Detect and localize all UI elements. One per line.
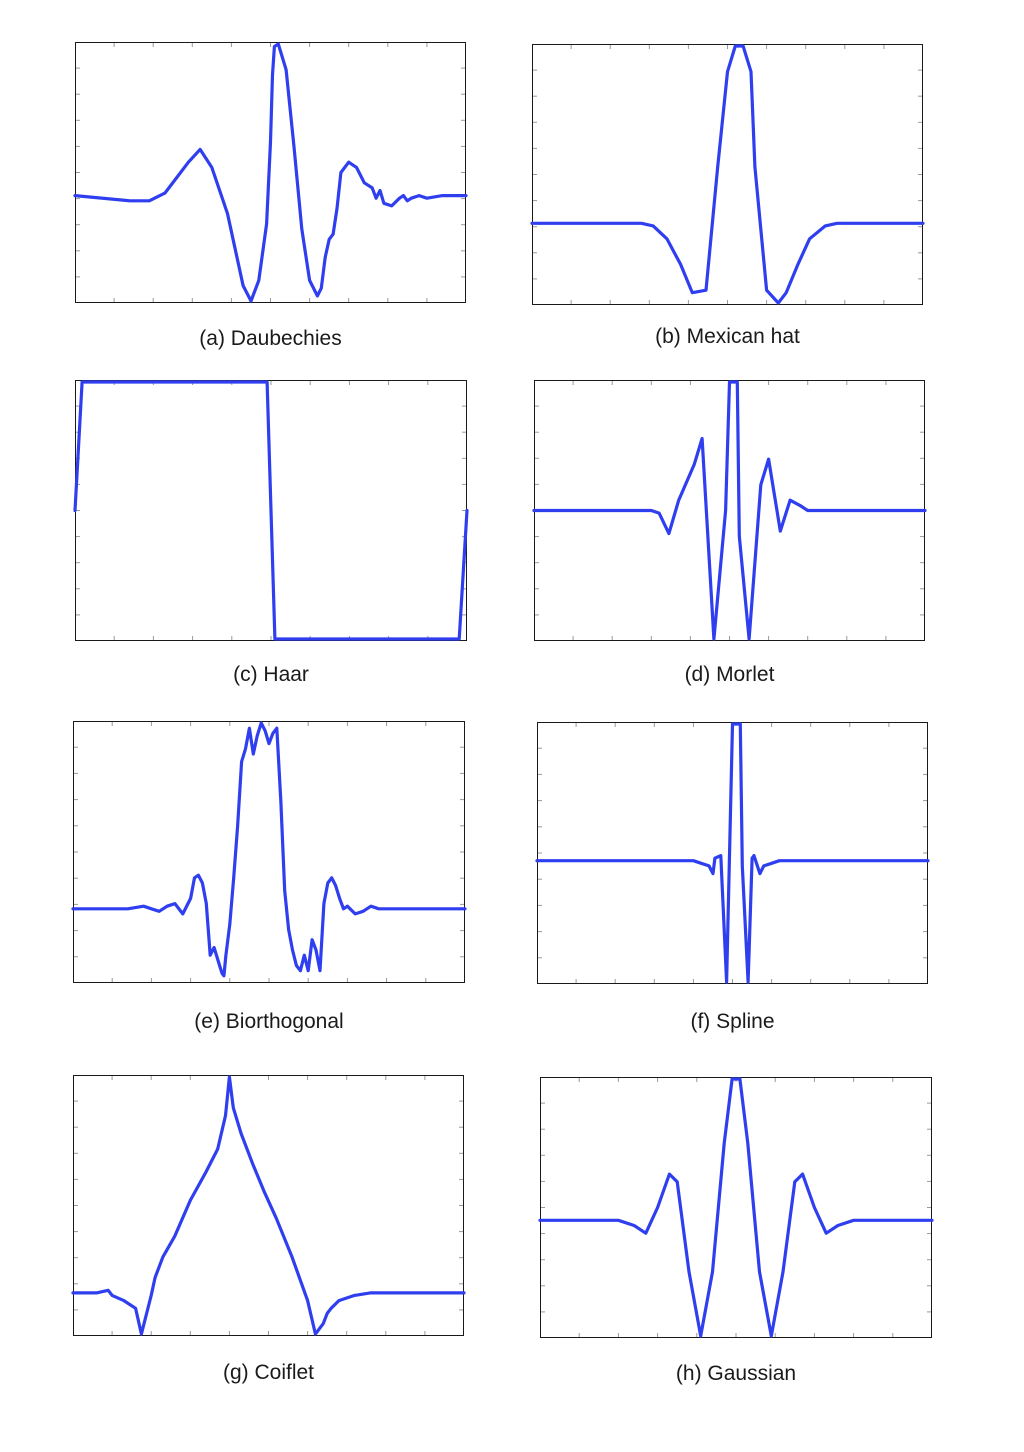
panel-morlet — [532, 380, 927, 641]
caption-gaussian: (h) Gaussian — [675, 1362, 797, 1385]
panel-spline — [535, 722, 930, 984]
series-line-haar — [73, 380, 469, 641]
plot-frame — [540, 1077, 932, 1338]
series-line-gaussian — [538, 1077, 934, 1338]
plot-mexican-hat — [530, 44, 925, 305]
panel-daubechies — [73, 42, 468, 303]
plot-coiflet — [71, 1075, 466, 1336]
caption-mexican-hat: (b) Mexican hat — [655, 325, 800, 348]
series-line-daubechies — [73, 42, 468, 303]
plot-gaussian — [538, 1077, 934, 1338]
series-line-morlet — [532, 380, 927, 641]
plot-daubechies — [73, 42, 468, 303]
plot-frame — [75, 42, 466, 303]
plot-frame — [73, 1075, 464, 1336]
plot-frame — [73, 721, 465, 983]
series-line-spline — [535, 722, 930, 984]
caption-daubechies: (a) Daubechies — [199, 327, 342, 350]
plot-morlet — [532, 380, 927, 641]
caption-haar: (c) Haar — [233, 663, 309, 686]
panel-biorthogonal — [71, 721, 467, 983]
series-line-biorthogonal — [71, 721, 467, 978]
series-line-mexican-hat — [530, 44, 925, 305]
caption-spline: (f) Spline — [690, 1010, 775, 1033]
plot-biorthogonal — [71, 721, 467, 983]
caption-morlet: (d) Morlet — [684, 663, 775, 686]
caption-coiflet: (g) Coiflet — [222, 1361, 315, 1384]
panel-gaussian — [538, 1077, 934, 1338]
plot-frame — [532, 44, 923, 305]
plot-haar — [73, 380, 469, 641]
plot-spline — [535, 722, 930, 984]
series-line-coiflet — [71, 1075, 466, 1336]
panel-haar — [73, 380, 469, 641]
caption-biorthogonal: (e) Biorthogonal — [194, 1010, 344, 1033]
panel-coiflet — [71, 1075, 466, 1336]
panel-mexican-hat — [530, 44, 925, 305]
